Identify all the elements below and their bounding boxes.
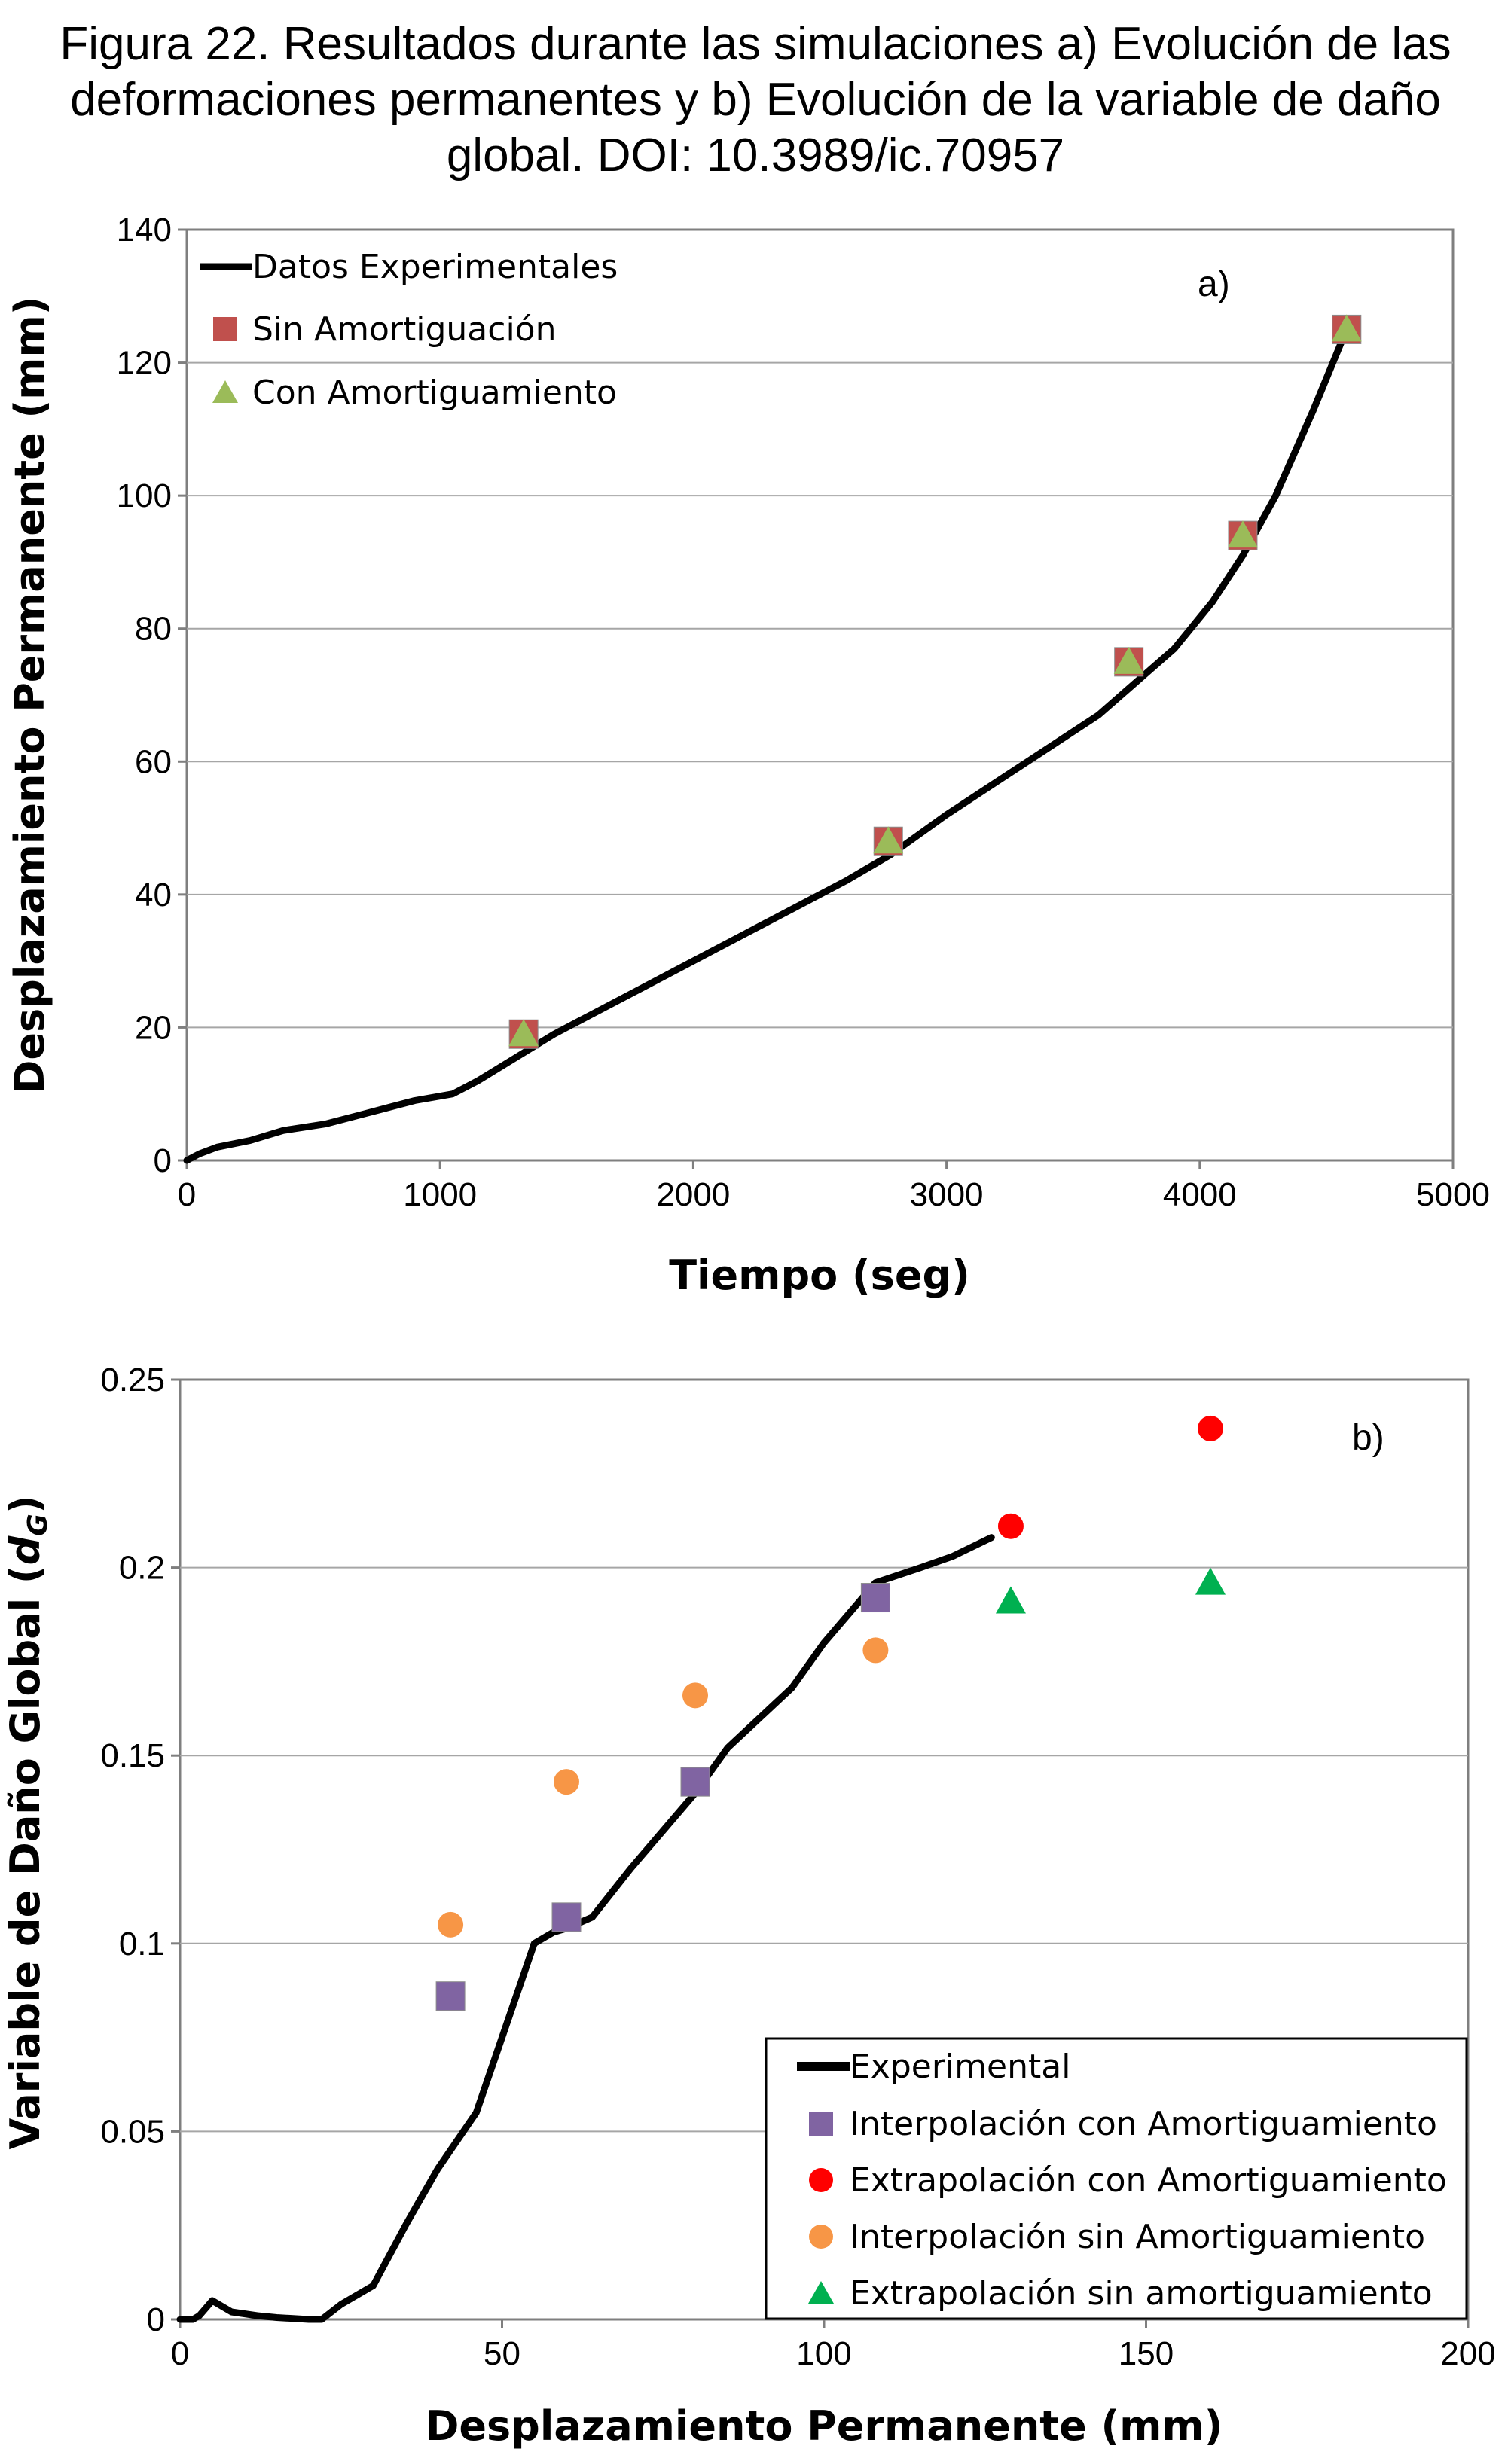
series-line-datos-experimentales [183,325,1351,1164]
y-tick-label: 60 [135,743,172,780]
data-point-con-amortiguamiento [1331,314,1362,342]
y-tick-label: 0 [154,1142,172,1179]
data-point-interpolacion-con-amortiguamiento [680,1767,710,1797]
legend-label-sin-amortiguacion: Sin Amortiguación [252,310,556,349]
chart-panel-b: 0 50 100 150 200 0 0.05 0.1 0.15 0.2 0.25 b) Desp… [2,1362,1496,2450]
caption-line-3: global. DOI: 10.3989/ic.70957 [446,130,1065,181]
chart-a-series [183,314,1362,1164]
legend-marker-extrapolacion-con [809,2168,833,2192]
figure-caption: Figura 22. Resultados durante las simula… [0,17,1511,184]
chart-b-series [176,1415,1226,2323]
data-point-con-amortiguamiento [1113,646,1144,674]
x-tick-label: 50 [484,2335,520,2372]
y-tick-label: 0.05 [100,2113,165,2150]
x-tick-label: 150 [1119,2335,1174,2372]
chart-b-y-axis-title-end: ) [2,1495,49,1514]
data-point-interpolacion-con-amortiguamiento [551,1902,582,1932]
chart-b-y-axis-title-symbol: d [2,1535,49,1565]
chart-b-legend: Experimental Interpolación con Amortigua… [765,2037,1468,2320]
chart-b-panel-label: b) [1352,1418,1384,1458]
chart-a-gridlines [187,361,1453,1029]
data-point-extrapolacion-con-amortiguamiento [997,1513,1024,1539]
legend-marker-interpolacion-con [809,2112,833,2136]
y-tick-label: 140 [117,212,172,249]
legend-label-interpolacion-sin: Interpolación sin Amortiguamiento [850,2218,1425,2256]
caption-line-2: deformaciones permanentes y b) Evolución… [70,74,1441,126]
data-point-con-amortiguamiento [873,826,904,854]
legend-marker-con-amortiguamiento [212,380,238,403]
y-tick-label: 20 [135,1009,172,1046]
legend-marker-sin-amortiguacion [213,317,237,341]
legend-label-extrapolacion-sin: Extrapolación sin amortiguamiento [850,2274,1433,2313]
chart-b-legend-box [765,2037,1468,2320]
y-tick-label: 120 [117,345,172,382]
chart-b-y-axis-title-subscript: G [23,1514,53,1536]
chart-a-y-ticks: 0 20 40 60 80 100 120 140 [117,212,187,1179]
x-tick-label: 5000 [1416,1176,1490,1213]
legend-marker-extrapolacion-sin [808,2281,834,2304]
data-point-interpolacion-con-amortiguamiento [435,1981,466,2011]
chart-a-y-axis-title: Desplazamiento Permanente (mm) [6,297,53,1094]
x-tick-label: 3000 [910,1176,984,1213]
legend-label-interpolacion-con: Interpolación con Amortiguamiento [850,2105,1437,2143]
data-point-interpolacion-con-amortiguamiento [860,1583,890,1613]
y-tick-label: 100 [117,477,172,514]
x-tick-label: 0 [171,2335,189,2372]
x-tick-label: 1000 [403,1176,477,1213]
series-line-experimental [176,1534,995,2323]
chart-b-y-axis-title: Variable de Daño Global (dG) [2,1495,53,2149]
chart-a-x-ticks: 0 1000 2000 3000 4000 5000 [178,1160,1490,1213]
data-point-interpolacion-sin-amortiguamiento [682,1682,708,1709]
data-point-interpolacion-sin-amortiguamiento [862,1637,889,1664]
y-tick-label: 0.2 [119,1550,165,1587]
chart-b-y-axis-title-main: Variable de Daño Global ( [2,1565,49,2149]
legend-label-datos-experimentales: Datos Experimentales [252,248,618,286]
legend-label-con-amortiguamiento: Con Amortiguamiento [252,374,617,412]
chart-a-plot-area [185,228,1455,1162]
data-point-interpolacion-sin-amortiguamiento [554,1769,579,1795]
y-tick-label: 0.15 [100,1737,165,1774]
chart-a-x-axis-title: Tiempo (seg) [669,1252,970,1299]
data-point-extrapolacion-sin-amortiguamiento [1195,1567,1226,1595]
y-tick-label: 0 [147,2301,165,2338]
chart-a-legend: Datos Experimentales Sin Amortiguación C… [200,248,618,412]
y-tick-label: 0.25 [100,1362,165,1398]
y-tick-label: 0.1 [119,1926,165,1962]
data-point-extrapolacion-sin-amortiguamiento [995,1586,1026,1614]
y-tick-label: 40 [135,877,172,913]
x-tick-label: 100 [796,2335,851,2372]
chart-a-panel-label: a) [1198,264,1230,304]
data-point-con-amortiguamiento [508,1019,539,1047]
legend-marker-interpolacion-sin [809,2225,833,2249]
data-point-interpolacion-sin-amortiguamiento [438,1911,464,1938]
chart-b-x-axis-title: Desplazamiento Permanente (mm) [426,2402,1223,2450]
chart-panel-a: 0 1000 2000 3000 4000 5000 0 20 40 60 80 100 120 140… [6,212,1490,1299]
x-tick-label: 0 [178,1176,196,1213]
legend-label-experimental: Experimental [850,2048,1070,2086]
x-tick-label: 2000 [656,1176,730,1213]
chart-b-y-ticks: 0 0.05 0.1 0.15 0.2 0.25 [100,1362,180,2338]
x-tick-label: 4000 [1163,1176,1237,1213]
chart-b-x-ticks: 0 50 100 150 200 [171,2319,1496,2372]
y-tick-label: 80 [135,611,172,648]
data-point-extrapolacion-con-amortiguamiento [1198,1415,1223,1441]
legend-label-extrapolacion-con: Extrapolación con Amortiguamiento [850,2161,1447,2200]
x-tick-label: 200 [1440,2335,1495,2372]
data-point-con-amortiguamiento [1227,520,1258,548]
caption-line-1: Figura 22. Resultados durante las simula… [60,18,1451,70]
